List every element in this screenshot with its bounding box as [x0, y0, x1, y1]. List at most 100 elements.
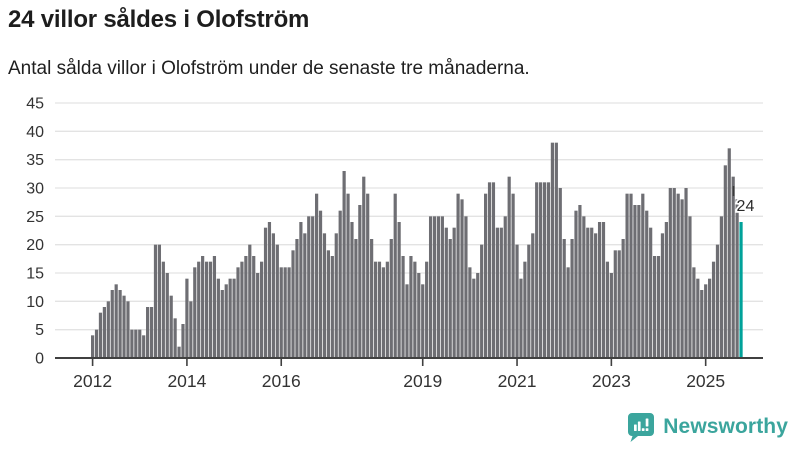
bar [311, 216, 315, 358]
bar [271, 233, 275, 358]
bar [723, 165, 727, 358]
bar [216, 278, 220, 358]
bar [373, 261, 378, 358]
bar [303, 233, 307, 358]
bar [487, 182, 492, 358]
bar [425, 261, 429, 358]
bar [460, 199, 464, 358]
bar [377, 261, 382, 358]
bar [295, 239, 299, 358]
bar [652, 256, 657, 358]
bar [582, 216, 586, 358]
bar [397, 222, 401, 358]
bar [153, 244, 158, 358]
bar [696, 278, 700, 358]
bar [94, 329, 99, 358]
bar [189, 301, 193, 358]
x-tick-label: 2021 [498, 371, 537, 391]
x-tick-label: 2023 [592, 371, 631, 391]
bar [299, 222, 303, 358]
bar [484, 193, 488, 358]
y-tick-label: 20 [26, 237, 44, 254]
bar [558, 188, 562, 358]
bar [704, 284, 708, 358]
bar [417, 273, 421, 358]
bar [204, 261, 209, 358]
bar [212, 256, 217, 358]
bar [110, 290, 114, 358]
bar [98, 312, 103, 358]
bar [637, 205, 641, 358]
bar [472, 278, 476, 358]
bar [609, 273, 613, 358]
x-tick-label: 2014 [167, 371, 206, 391]
bar [594, 233, 598, 358]
bar [621, 239, 625, 358]
bar [550, 142, 555, 358]
highlight-value-label: 24 [737, 198, 755, 215]
bar [664, 222, 668, 358]
bar [366, 193, 370, 358]
bar [507, 176, 511, 358]
bar [381, 267, 386, 358]
bar [617, 250, 621, 358]
bar [259, 261, 264, 358]
bar [256, 273, 260, 358]
bar [440, 216, 444, 358]
bar [165, 273, 169, 358]
bar [342, 171, 346, 358]
bar [421, 284, 425, 358]
bar [220, 290, 224, 358]
bar [149, 307, 154, 358]
bar [523, 261, 527, 358]
bar [248, 244, 252, 358]
bar [629, 193, 633, 358]
bar [362, 176, 366, 358]
bar [590, 227, 594, 358]
bar [625, 193, 629, 358]
bar [527, 244, 531, 358]
bar [244, 256, 248, 358]
bar [287, 267, 291, 358]
bar [275, 244, 279, 358]
bar [641, 193, 645, 358]
bar [656, 256, 661, 358]
bar [692, 267, 696, 358]
bar [539, 182, 543, 358]
bar [586, 227, 590, 358]
chart-subtitle: Antal sålda villor i Olofström under de … [8, 58, 530, 79]
bar [578, 205, 582, 358]
bar [232, 278, 236, 358]
bar [554, 142, 558, 358]
bar [315, 193, 319, 358]
bar [236, 267, 240, 358]
bar [326, 250, 330, 358]
bar [672, 188, 676, 358]
y-tick-label: 45 [26, 96, 44, 113]
bar [542, 182, 547, 358]
bar [546, 182, 551, 358]
bar [456, 193, 460, 358]
bar [208, 261, 213, 358]
bar [193, 267, 197, 358]
y-tick-label: 5 [35, 322, 44, 339]
bar [307, 216, 311, 358]
bar [480, 244, 484, 358]
highlight-bar [739, 222, 743, 358]
bar [452, 227, 456, 358]
bar [389, 239, 393, 358]
bar [519, 278, 523, 358]
bar [118, 290, 122, 358]
bar [224, 284, 228, 358]
y-tick-label: 25 [26, 209, 44, 226]
bar [562, 239, 566, 358]
bar [134, 329, 138, 358]
bar [267, 222, 272, 358]
bar [503, 216, 507, 358]
bar [535, 182, 539, 358]
bar [122, 295, 126, 358]
bar [708, 278, 712, 358]
bar [700, 290, 704, 358]
y-tick-label: 10 [26, 294, 44, 311]
